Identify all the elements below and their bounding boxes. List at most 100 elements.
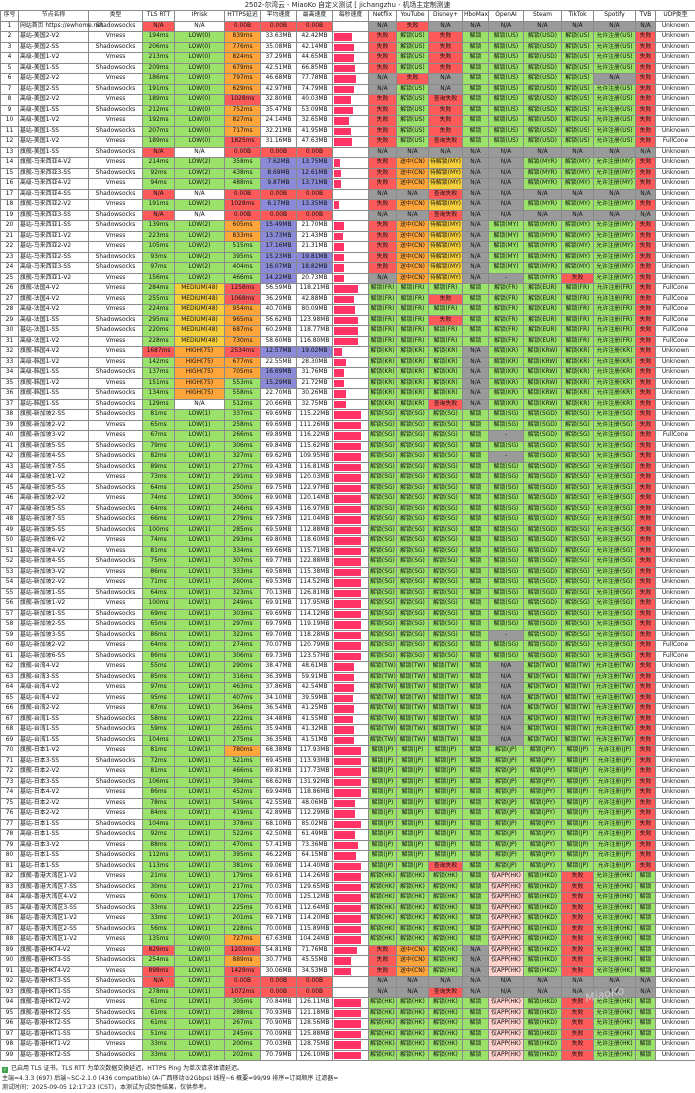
udp-type-cell: Unknown (656, 935, 695, 946)
type-cell: Vmess (89, 284, 143, 295)
openai-cell: 解锁(US) (489, 95, 524, 106)
tvb-cell: 失败 (636, 168, 656, 179)
disney-cell: 解锁(JP) (429, 798, 463, 809)
udp-type-cell: Unknown (656, 168, 695, 179)
speed-bar-cell (333, 515, 369, 526)
udp-type-cell: Unknown (656, 840, 695, 851)
iprisk-cell: LOW(1) (175, 420, 225, 431)
tls-rtt-cell: 85ms (143, 672, 175, 683)
index-cell: 77 (1, 819, 19, 830)
netflix-cell: N/A (369, 147, 397, 158)
openai-cell: 仅APP(HK) (489, 1050, 524, 1061)
hbomax-cell: 解锁 (463, 483, 489, 494)
index-cell: 95 (1, 1008, 19, 1019)
tvb-cell: 失败 (636, 630, 656, 641)
youtube-cell: 解锁(US) (397, 63, 429, 74)
tls-rtt-cell: 33ms (143, 914, 175, 925)
udp-type-cell: Unknown (656, 126, 695, 137)
youtube-cell: 解锁(JP) (397, 756, 429, 767)
index-cell: 43 (1, 462, 19, 473)
column-header: TVB (636, 11, 656, 22)
hbomax-cell: N/A (463, 147, 489, 158)
avg-speed-cell: 69.77MB (261, 557, 297, 568)
max-speed-cell: 19.02MB (297, 347, 333, 358)
tls-rtt-cell: 92ms (143, 168, 175, 179)
steam-cell: 解锁(SGD) (524, 641, 562, 652)
steam-cell: 解锁(EUR) (524, 294, 562, 305)
hbomax-cell: 解锁 (463, 746, 489, 757)
https-delay-cell: 558ms (225, 389, 261, 400)
steam-cell: 解锁(SGD) (524, 420, 562, 431)
hbomax-cell: 解锁 (463, 714, 489, 725)
https-delay-cell: 954ms (225, 305, 261, 316)
type-cell: Shadowsocks (89, 515, 143, 526)
https-delay-cell: 245ms (225, 1029, 261, 1040)
speed-bar (334, 1010, 361, 1018)
tls-rtt-cell: 284ms (143, 284, 175, 295)
tls-rtt-cell: 78ms (143, 798, 175, 809)
tiktok-cell: 解锁(JP) (562, 788, 594, 799)
speed-bar-cell (333, 32, 369, 43)
speed-bar-cell (333, 735, 369, 746)
avg-speed-cell: 68.62MB (261, 777, 297, 788)
disney-cell: 解锁(SG) (429, 473, 463, 484)
udp-type-cell: Unknown (656, 252, 695, 263)
avg-speed-cell: 70.00MB (261, 893, 297, 904)
speed-bar-cell (333, 273, 369, 284)
max-speed-cell: 66.85MB (297, 63, 333, 74)
udp-type-cell: Unknown (656, 525, 695, 536)
spotify-cell: 允许注册(SG) (594, 483, 636, 494)
type-cell: Shadowsocks (89, 725, 143, 736)
udp-type-cell: Unknown (656, 693, 695, 704)
openai-cell: 解锁(US) (489, 137, 524, 148)
youtube-cell: 解锁(HK) (397, 903, 429, 914)
spotify-cell: 允许注册(SG) (594, 651, 636, 662)
type-cell: Vmess (89, 357, 143, 368)
tvb-cell: 解锁 (636, 882, 656, 893)
udp-type-cell: Unknown (656, 882, 695, 893)
udp-type-cell: Unknown (656, 977, 695, 988)
type-cell: Shadowsocks (89, 672, 143, 683)
steam-cell: 解锁(USD) (524, 74, 562, 85)
openai-cell: N/A (489, 168, 524, 179)
udp-type-cell: Unknown (656, 200, 695, 211)
disney-cell: 解锁(SG) (429, 525, 463, 536)
spotify-cell: 允许注册(TW) (594, 672, 636, 683)
index-cell: 51 (1, 546, 19, 557)
hbomax-cell: 解锁 (463, 420, 489, 431)
steam-cell: 解锁(JPY) (524, 746, 562, 757)
tls-rtt-cell: 214ms (143, 158, 175, 169)
iprisk-cell: LOW(1) (175, 735, 225, 746)
udp-type-cell: Unknown (656, 924, 695, 935)
youtube-cell: 送中(CN) (397, 945, 429, 956)
speed-bar-cell (333, 389, 369, 400)
node-name-cell: 高级-日本3-V2 (19, 840, 89, 851)
spotify-cell: 允许注册(TW) (594, 662, 636, 673)
speed-bar (334, 1041, 361, 1049)
steam-cell: N/A (524, 210, 562, 221)
iprisk-cell: LOW(2) (175, 231, 225, 242)
youtube-cell: 解锁(SG) (397, 473, 429, 484)
max-speed-cell: 118.21MB (297, 284, 333, 295)
iprisk-cell: LOW(1) (175, 483, 225, 494)
type-cell: Vmess (89, 179, 143, 190)
avg-speed-cell: 16.69MB (261, 368, 297, 379)
speed-bar (334, 138, 352, 146)
steam-cell: 解锁(TWD) (524, 725, 562, 736)
speed-bar (334, 65, 355, 73)
tiktok-cell: 解锁(TW) (562, 725, 594, 736)
iprisk-cell: LOW(1) (175, 609, 225, 620)
openai-cell: 解锁(JP) (489, 861, 524, 872)
max-speed-cell: 40.03MB (297, 95, 333, 106)
index-cell: 48 (1, 515, 19, 526)
https-delay-cell: 629ms (225, 84, 261, 95)
node-name-cell: 基站-新加坡7-SS (19, 462, 89, 473)
index-cell: 53 (1, 567, 19, 578)
